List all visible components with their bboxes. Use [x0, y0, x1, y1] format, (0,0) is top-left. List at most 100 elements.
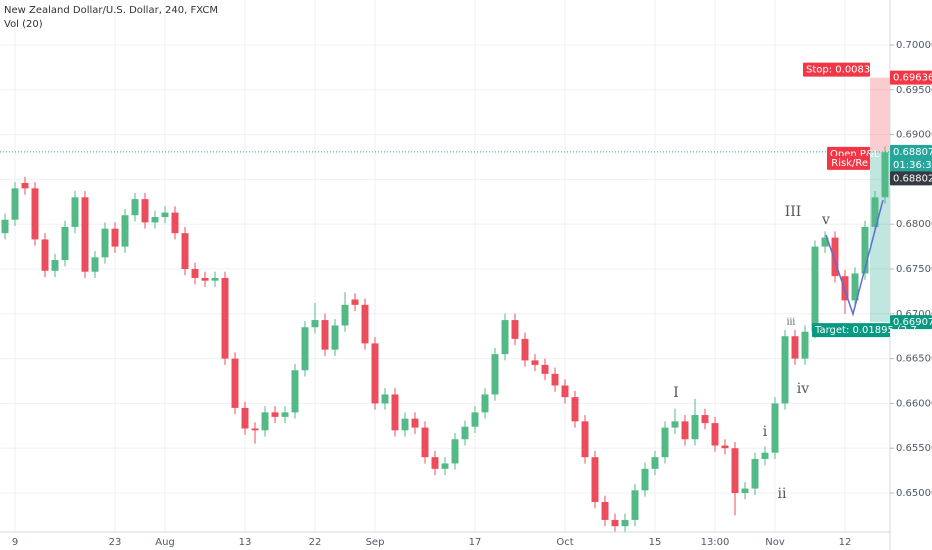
candle-body — [441, 463, 449, 469]
candle-body — [761, 452, 769, 459]
target-price-box — [890, 315, 932, 330]
candle-body — [261, 412, 269, 431]
candle-body — [71, 197, 79, 227]
candle-body — [301, 327, 309, 371]
x-tick-label: 9 — [12, 537, 18, 548]
candle-body — [51, 260, 59, 271]
candle-body — [741, 488, 749, 494]
candle-body — [521, 338, 529, 361]
candle-body — [871, 197, 879, 227]
candle-body — [641, 468, 649, 491]
candle-body — [321, 320, 329, 350]
candle-body — [271, 412, 279, 417]
candle-body — [471, 412, 479, 427]
candle-body — [551, 373, 559, 386]
candle-body — [131, 199, 139, 216]
candle-body — [721, 445, 729, 449]
x-tick-label: Oct — [556, 537, 573, 548]
candle-body — [811, 246, 819, 332]
x-tick-label: 13:00 — [701, 537, 730, 548]
candle-body — [571, 397, 579, 422]
candle-body — [661, 427, 669, 458]
candle-body — [231, 358, 239, 408]
candle-body — [391, 394, 399, 431]
candle-body — [141, 199, 149, 223]
last-price: 0.68802 — [893, 173, 932, 184]
candle-body — [331, 325, 339, 350]
candle-body — [861, 226, 869, 274]
stop-zone — [870, 77, 890, 152]
candle-body — [801, 331, 809, 359]
wave-label: iv — [797, 381, 809, 397]
target-label: Target: 0.01895 (2.7 — [814, 325, 917, 336]
candle-body — [201, 277, 209, 281]
candle-body — [111, 228, 119, 247]
candle-body — [251, 428, 259, 431]
wave-label: ii — [778, 486, 787, 502]
countdown-box — [890, 157, 932, 172]
pnl-label: Open P&L — [830, 149, 880, 160]
stop-price: 0.69636 — [893, 73, 932, 84]
x-tick-label: 13 — [239, 537, 252, 548]
candle-body — [701, 415, 709, 424]
candle-body — [631, 490, 639, 520]
wave-label: I — [673, 385, 679, 401]
x-tick-label: 22 — [309, 537, 322, 548]
candle-body — [651, 457, 659, 469]
entry-price: 0.68807 — [893, 147, 932, 158]
target-price: 0.66907 — [893, 317, 932, 328]
candle-body — [841, 276, 849, 301]
candle-body — [711, 423, 719, 446]
stop-label-box — [803, 62, 870, 77]
target-label-box — [812, 323, 890, 338]
candle-body — [31, 188, 39, 240]
x-tick-label: 12 — [839, 537, 852, 548]
candle-body — [381, 394, 389, 404]
candle-body — [1, 219, 9, 234]
candle-body — [491, 354, 499, 395]
candle-body — [151, 217, 159, 223]
candle-body — [501, 320, 509, 355]
candle-body — [681, 421, 689, 440]
candle-body — [511, 320, 519, 339]
candle-body — [171, 212, 179, 234]
candle-body — [421, 427, 429, 458]
candle-body — [591, 457, 599, 502]
candle-body — [351, 299, 359, 305]
candle-body — [611, 519, 619, 527]
candle-body — [881, 152, 889, 198]
candle-body — [671, 421, 679, 428]
chart-title: New Zealand Dollar/U.S. Dollar, 240, FXC… — [4, 5, 218, 16]
countdown: 01:36:30 — [893, 160, 932, 171]
candle-body — [311, 320, 319, 328]
wave-label: iii — [787, 318, 796, 328]
candle-body — [411, 418, 419, 428]
candle-body — [581, 421, 589, 458]
candle-body — [831, 237, 839, 277]
candle-body — [241, 407, 249, 429]
x-tick-label: 17 — [469, 537, 482, 548]
x-tick-label: 23 — [109, 537, 122, 548]
candle-body — [291, 370, 299, 413]
candle-body — [121, 215, 129, 247]
candle-body — [371, 343, 379, 404]
wave-label: v — [821, 212, 830, 228]
wave-label: III — [785, 204, 802, 220]
candle-body — [361, 304, 369, 344]
candle-body — [731, 448, 739, 494]
candles — [1, 146, 889, 533]
candle-body — [341, 304, 349, 326]
candle-body — [531, 360, 539, 365]
candle-body — [61, 226, 69, 261]
